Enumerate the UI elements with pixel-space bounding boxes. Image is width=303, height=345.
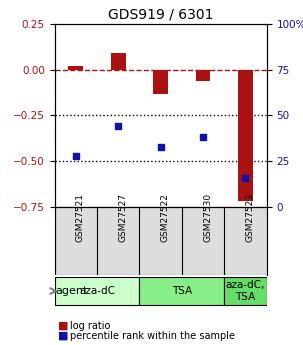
Text: TSA: TSA [172, 286, 192, 296]
Title: GDS919 / 6301: GDS919 / 6301 [108, 8, 213, 22]
Bar [68, 66, 83, 70]
Bar [196, 70, 210, 81]
Text: aza-dC: aza-dC [79, 286, 115, 296]
Text: aza-dC,
TSA: aza-dC, TSA [226, 280, 265, 302]
Point [73, 153, 78, 158]
Text: percentile rank within the sample: percentile rank within the sample [70, 331, 235, 341]
Text: GSM27527: GSM27527 [118, 193, 127, 242]
Text: ■: ■ [58, 331, 68, 341]
Text: ■: ■ [58, 321, 68, 331]
Text: log ratio: log ratio [70, 321, 110, 331]
Point [116, 124, 121, 129]
Bar [111, 53, 125, 70]
Text: GSM27530: GSM27530 [203, 193, 212, 242]
Bar [238, 70, 253, 201]
FancyBboxPatch shape [139, 277, 224, 305]
Text: GSM27523: GSM27523 [245, 193, 255, 242]
Bar [153, 70, 168, 93]
Point [158, 144, 163, 149]
FancyBboxPatch shape [55, 277, 139, 305]
Point [201, 135, 205, 140]
FancyBboxPatch shape [224, 277, 267, 305]
Point [243, 175, 248, 180]
Text: agent: agent [55, 286, 88, 296]
Text: GSM27522: GSM27522 [161, 193, 170, 242]
Text: GSM27521: GSM27521 [76, 193, 85, 242]
